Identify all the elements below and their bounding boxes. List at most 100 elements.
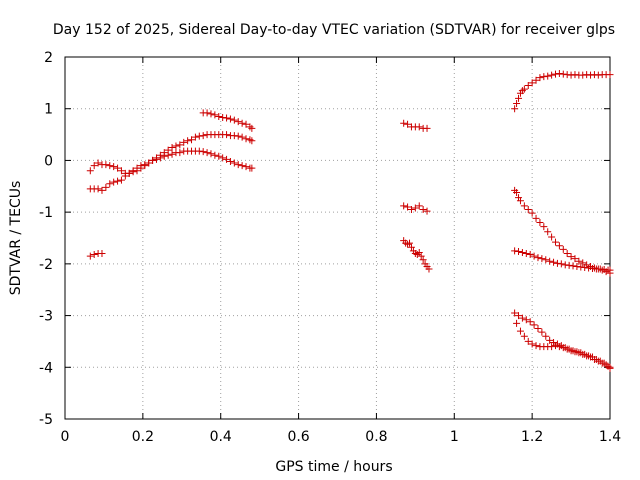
data-point — [176, 141, 184, 149]
data-point — [579, 350, 587, 358]
data-point — [526, 318, 534, 326]
data-point — [226, 157, 234, 165]
data-point — [553, 259, 561, 267]
data-point — [223, 155, 231, 163]
data-point — [211, 111, 219, 119]
data-point — [532, 342, 540, 350]
x-tick-label: 1.2 — [521, 429, 543, 445]
x-axis-label: GPS time / hours — [275, 459, 392, 475]
data-point — [203, 109, 211, 117]
data-point — [520, 85, 528, 93]
data-point — [532, 76, 540, 84]
axis-ticks — [64, 56, 611, 420]
data-point — [102, 161, 110, 169]
data-point — [569, 262, 577, 270]
x-tick-label: 0 — [61, 429, 70, 445]
data-point — [538, 255, 546, 263]
data-point — [552, 238, 559, 246]
data-point — [571, 348, 579, 356]
data-point — [583, 71, 591, 79]
data-point — [152, 155, 160, 163]
data-point — [248, 137, 256, 145]
y-tick-label: 1 — [44, 102, 53, 118]
data-point — [590, 71, 598, 79]
data-point — [567, 253, 575, 261]
data-point — [223, 131, 231, 139]
data-point — [588, 265, 596, 273]
data-point — [594, 357, 602, 365]
x-tick-label: 1 — [450, 429, 459, 445]
data-point — [513, 100, 521, 108]
data-point — [419, 206, 427, 214]
data-point — [86, 252, 94, 260]
data-point — [156, 154, 164, 162]
data-point — [425, 265, 433, 273]
data-point — [407, 206, 415, 214]
data-point — [552, 70, 559, 78]
x-tick-label: 0.8 — [365, 429, 387, 445]
x-tick-label: 0.6 — [287, 429, 309, 445]
data-point — [188, 136, 196, 144]
data-point — [520, 332, 528, 340]
series-arc-8 — [511, 70, 614, 113]
data-point — [219, 154, 227, 162]
data-point — [242, 120, 250, 128]
data-point — [528, 209, 536, 217]
data-point — [180, 138, 188, 146]
data-point — [557, 260, 565, 268]
series-arc-3 — [199, 109, 256, 132]
data-point — [596, 265, 604, 273]
data-point — [555, 70, 563, 78]
x-tick-label: 1.4 — [599, 429, 621, 445]
data-point — [520, 202, 528, 210]
x-tick-label: 0.2 — [132, 429, 154, 445]
data-point — [90, 162, 98, 170]
data-point — [411, 204, 419, 212]
data-point — [230, 132, 238, 140]
data-point — [522, 316, 530, 324]
data-point — [110, 178, 118, 186]
data-point — [587, 71, 595, 79]
data-point — [585, 264, 593, 272]
data-point — [594, 71, 602, 79]
data-point — [199, 148, 207, 156]
data-point — [199, 132, 207, 140]
data-point — [234, 132, 242, 140]
data-point — [515, 247, 523, 255]
y-tick-label: -2 — [39, 257, 53, 273]
data-point — [195, 147, 203, 155]
data-point — [248, 164, 256, 172]
data-point — [191, 133, 199, 141]
y-tick-label: 0 — [44, 153, 53, 169]
data-point — [246, 136, 254, 144]
data-point — [168, 144, 176, 151]
data-point — [415, 123, 423, 131]
data-point — [511, 309, 519, 317]
data-point — [117, 167, 125, 175]
data-point — [583, 352, 591, 360]
series-arc-4 — [86, 250, 106, 260]
data-point — [511, 105, 519, 113]
data-point — [534, 254, 542, 262]
data-point — [149, 156, 157, 164]
data-point — [518, 248, 526, 256]
data-point — [423, 124, 431, 132]
data-point — [600, 266, 608, 274]
y-axis-label: SDTVAR / TECUs — [8, 181, 24, 296]
data-point — [226, 115, 234, 123]
data-point — [555, 343, 563, 351]
data-point — [511, 247, 519, 255]
data-point — [125, 169, 133, 177]
data-point — [515, 312, 523, 320]
data-point — [542, 256, 550, 264]
data-point — [94, 159, 102, 167]
data-point — [581, 263, 589, 271]
y-tick-label: -3 — [39, 309, 53, 325]
data-point — [415, 202, 423, 210]
data-point — [176, 149, 184, 157]
data-point — [106, 162, 114, 170]
data-point — [548, 343, 556, 351]
data-point — [559, 70, 567, 78]
data-point — [172, 142, 180, 150]
